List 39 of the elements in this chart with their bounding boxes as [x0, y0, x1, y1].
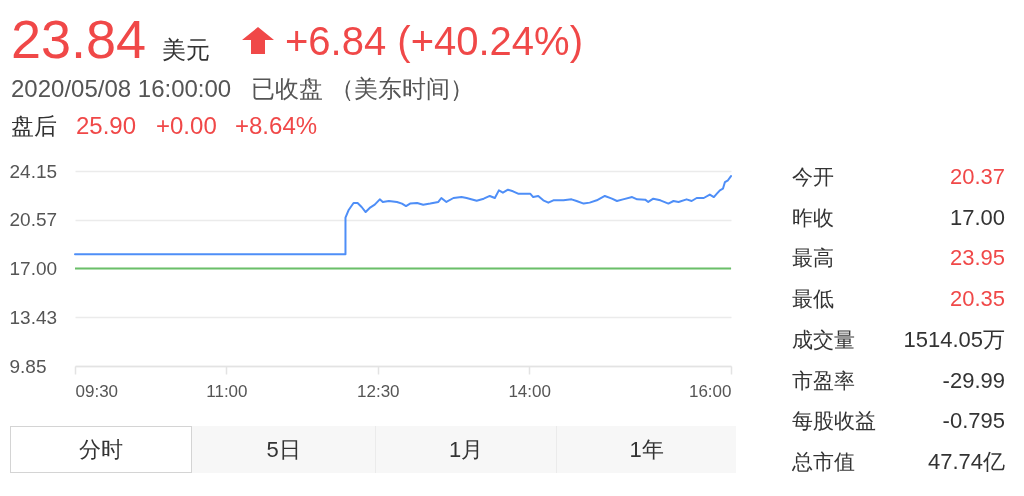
y-tick-label: 17.00 [9, 257, 58, 279]
text: 每股收益 [792, 409, 876, 433]
y-tick-label: 9.85 [9, 355, 47, 376]
text: 20.37 [949, 164, 1005, 189]
text: 成交量 [792, 327, 855, 351]
text: 最低 [792, 287, 834, 311]
text: +6.84 (+40.24%) [285, 19, 583, 63]
text: 25.90 [76, 112, 137, 139]
text: 1514.05万 [903, 326, 1005, 352]
x-tick-label: 12:30 [357, 381, 400, 400]
text: 昨收 [792, 205, 834, 229]
text: 盘后 [11, 113, 57, 139]
text: -0.795 [942, 408, 1005, 434]
line-series [74, 174, 732, 255]
x-tick-label: 14:00 [508, 381, 551, 400]
text: 今开 [792, 165, 834, 188]
text: 最高 [792, 246, 834, 270]
text: +8.64% [235, 112, 318, 139]
x-tick-label: 16:00 [688, 381, 732, 400]
text: 市盈率 [792, 368, 855, 392]
text: +0.00 [156, 112, 217, 139]
chart-subtitle: 2020/05/08 16:00:00 已收盘 （美东时间） [11, 75, 474, 102]
chart-title: 23.84 [11, 9, 147, 69]
tab-button: 1年 [556, 426, 736, 473]
y-tick-label: 13.43 [9, 306, 58, 328]
text: 美元 [162, 36, 210, 63]
y-tick-label: 24.15 [9, 160, 58, 181]
tab-button: 分时 [10, 426, 192, 473]
text: 20.35 [949, 286, 1005, 312]
tab-button: 1月 [375, 426, 556, 473]
tab-button: 5日 [192, 426, 375, 473]
text: 23.95 [949, 245, 1005, 271]
text: -29.99 [942, 367, 1005, 393]
text: 总市值 [791, 449, 855, 473]
text: 17.00 [949, 204, 1005, 230]
text: 47.74亿 [927, 448, 1005, 474]
y-tick-label: 20.57 [9, 208, 58, 230]
x-tick-label: 11:00 [206, 381, 248, 400]
x-tick-label: 09:30 [75, 381, 119, 400]
